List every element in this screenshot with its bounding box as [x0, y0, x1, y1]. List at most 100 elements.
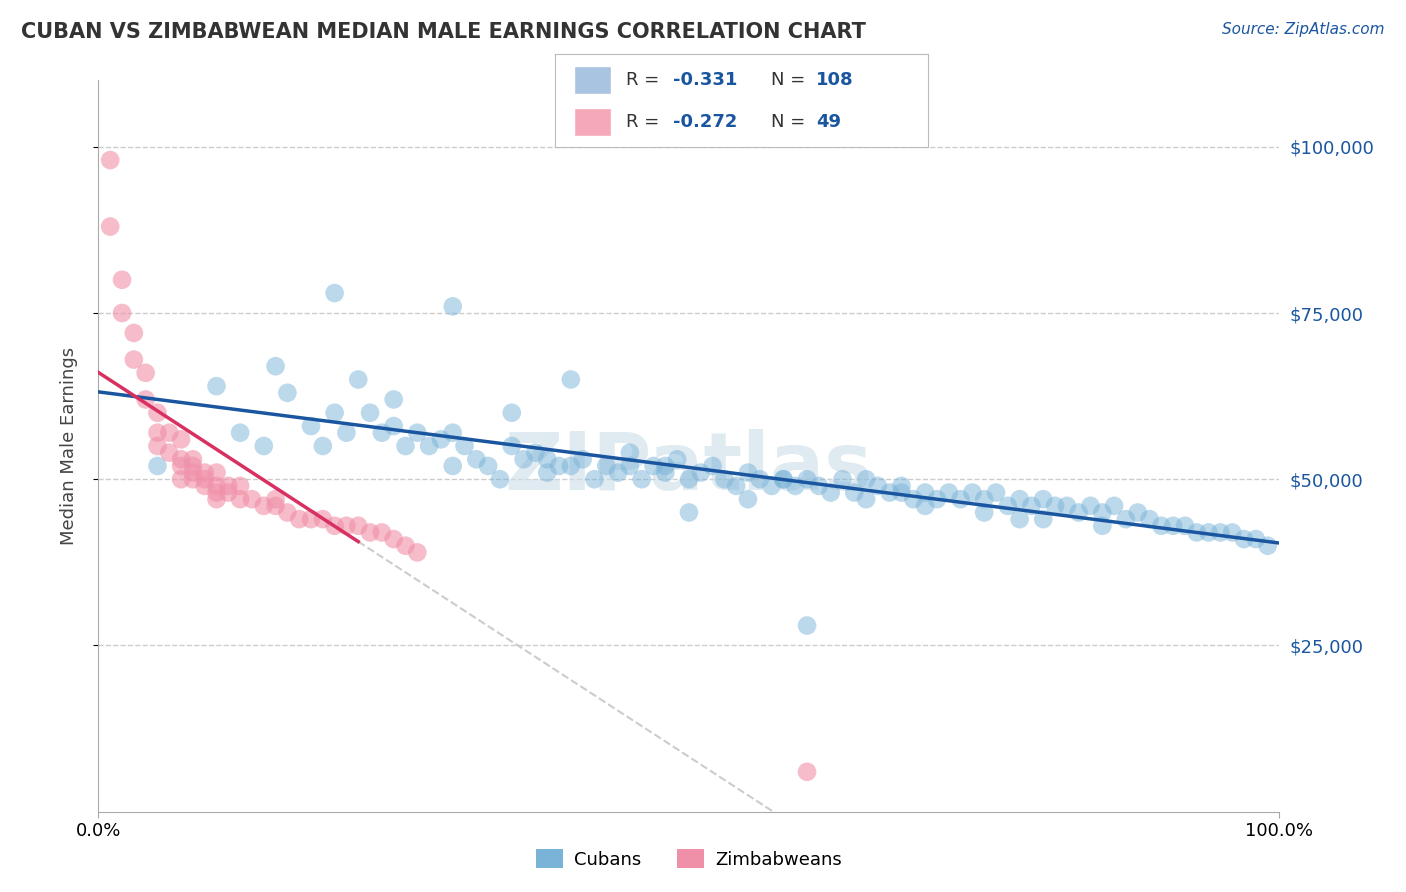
Point: [903, 492, 925, 507]
Point: [844, 485, 866, 500]
Point: [170, 452, 193, 467]
Point: [264, 492, 287, 507]
Point: [1032, 512, 1054, 526]
Point: [122, 352, 145, 367]
Point: [785, 479, 807, 493]
Point: [157, 445, 180, 459]
Point: [925, 492, 948, 507]
Point: [205, 466, 228, 480]
Point: [276, 385, 298, 400]
Point: [229, 479, 252, 493]
Point: [1198, 525, 1220, 540]
Point: [335, 425, 357, 440]
Point: [430, 433, 453, 447]
Point: [678, 472, 700, 486]
Point: [997, 499, 1019, 513]
Point: [949, 492, 972, 507]
Point: [382, 532, 405, 546]
Point: [217, 479, 239, 493]
Point: [1080, 499, 1102, 513]
Point: [1150, 518, 1173, 533]
Point: [512, 452, 534, 467]
Point: [299, 419, 322, 434]
Text: 108: 108: [815, 70, 853, 88]
Point: [111, 273, 134, 287]
Text: R =: R =: [626, 113, 665, 131]
Y-axis label: Median Male Earnings: Median Male Earnings: [59, 347, 77, 545]
Point: [382, 392, 405, 407]
Point: [1174, 518, 1197, 533]
Point: [1139, 512, 1161, 526]
Point: [855, 492, 877, 507]
Point: [194, 472, 217, 486]
Point: [194, 479, 217, 493]
Point: [879, 485, 901, 500]
Point: [938, 485, 960, 500]
Point: [689, 466, 711, 480]
Point: [619, 445, 641, 459]
Point: [253, 499, 276, 513]
Point: [441, 458, 464, 473]
Point: [772, 472, 794, 486]
Point: [453, 439, 475, 453]
Point: [524, 445, 547, 459]
Legend: Cubans, Zimbabweans: Cubans, Zimbabweans: [529, 842, 849, 876]
Point: [418, 439, 440, 453]
Point: [984, 485, 1007, 500]
Point: [217, 485, 239, 500]
Point: [240, 492, 263, 507]
Point: [1185, 525, 1208, 540]
Point: [1233, 532, 1256, 546]
Point: [560, 372, 582, 386]
Point: [737, 492, 759, 507]
Point: [146, 406, 169, 420]
Point: [1032, 492, 1054, 507]
Point: [866, 479, 889, 493]
Point: [855, 472, 877, 486]
Point: [181, 472, 204, 486]
Point: [122, 326, 145, 340]
Point: [1257, 539, 1279, 553]
Point: [441, 425, 464, 440]
Bar: [574, 66, 612, 94]
Point: [406, 545, 429, 559]
Point: [630, 472, 652, 486]
Point: [489, 472, 512, 486]
Point: [371, 525, 394, 540]
Point: [1008, 512, 1031, 526]
Point: [477, 458, 499, 473]
Point: [1161, 518, 1184, 533]
Point: [264, 499, 287, 513]
Point: [1067, 506, 1090, 520]
Point: [560, 458, 582, 473]
Point: [737, 466, 759, 480]
Text: -0.272: -0.272: [672, 113, 737, 131]
Point: [1244, 532, 1267, 546]
Point: [654, 458, 676, 473]
Point: [229, 492, 252, 507]
Point: [796, 472, 818, 486]
Point: [146, 425, 169, 440]
Point: [761, 479, 783, 493]
Point: [181, 452, 204, 467]
Point: [406, 425, 429, 440]
Point: [890, 479, 912, 493]
Text: N =: N =: [772, 113, 811, 131]
Point: [713, 472, 735, 486]
Text: N =: N =: [772, 70, 811, 88]
Point: [666, 452, 689, 467]
Bar: [574, 108, 612, 136]
Point: [205, 485, 228, 500]
Point: [702, 458, 724, 473]
Point: [170, 458, 193, 473]
Point: [335, 518, 357, 533]
Point: [288, 512, 311, 526]
Point: [914, 485, 936, 500]
Point: [98, 153, 121, 167]
Point: [796, 618, 818, 632]
Point: [654, 466, 676, 480]
Point: [1126, 506, 1149, 520]
Point: [382, 419, 405, 434]
Point: [253, 439, 276, 453]
Point: [973, 506, 995, 520]
